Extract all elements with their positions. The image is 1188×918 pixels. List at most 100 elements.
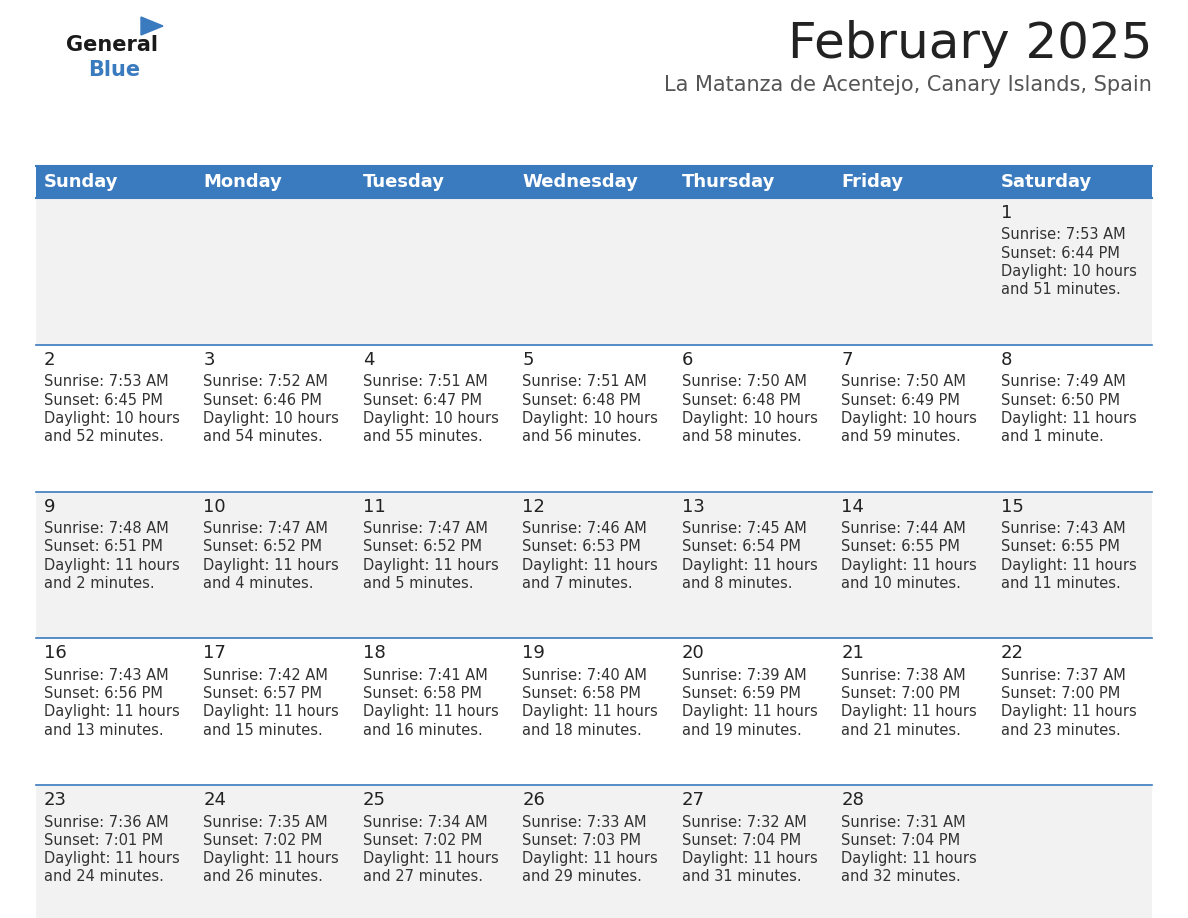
- Text: Sunrise: 7:47 AM: Sunrise: 7:47 AM: [203, 521, 328, 536]
- Text: 16: 16: [44, 644, 67, 663]
- Text: and 16 minutes.: and 16 minutes.: [362, 722, 482, 737]
- Text: Sunrise: 7:35 AM: Sunrise: 7:35 AM: [203, 814, 328, 830]
- Text: 5: 5: [523, 351, 533, 369]
- Text: Sunrise: 7:47 AM: Sunrise: 7:47 AM: [362, 521, 488, 536]
- Text: Sunrise: 7:36 AM: Sunrise: 7:36 AM: [44, 814, 169, 830]
- Text: and 10 minutes.: and 10 minutes.: [841, 576, 961, 591]
- Text: and 27 minutes.: and 27 minutes.: [362, 869, 482, 884]
- Text: Sunrise: 7:53 AM: Sunrise: 7:53 AM: [44, 375, 169, 389]
- Text: 27: 27: [682, 791, 704, 809]
- Text: Daylight: 11 hours: Daylight: 11 hours: [841, 704, 977, 720]
- Text: La Matanza de Acentejo, Canary Islands, Spain: La Matanza de Acentejo, Canary Islands, …: [664, 75, 1152, 95]
- Text: 15: 15: [1000, 498, 1023, 516]
- Text: Sunset: 6:58 PM: Sunset: 6:58 PM: [362, 686, 481, 701]
- Text: Daylight: 11 hours: Daylight: 11 hours: [523, 704, 658, 720]
- Text: Sunrise: 7:43 AM: Sunrise: 7:43 AM: [1000, 521, 1125, 536]
- Text: and 15 minutes.: and 15 minutes.: [203, 722, 323, 737]
- Text: Daylight: 11 hours: Daylight: 11 hours: [1000, 557, 1136, 573]
- Text: Sunset: 6:55 PM: Sunset: 6:55 PM: [841, 539, 960, 554]
- Text: Sunrise: 7:49 AM: Sunrise: 7:49 AM: [1000, 375, 1125, 389]
- Text: Sunrise: 7:45 AM: Sunrise: 7:45 AM: [682, 521, 807, 536]
- Polygon shape: [141, 17, 163, 35]
- Text: Daylight: 11 hours: Daylight: 11 hours: [203, 557, 340, 573]
- Text: Sunset: 6:48 PM: Sunset: 6:48 PM: [682, 393, 801, 408]
- Text: and 7 minutes.: and 7 minutes.: [523, 576, 633, 591]
- Text: Sunset: 6:44 PM: Sunset: 6:44 PM: [1000, 246, 1119, 261]
- Text: 18: 18: [362, 644, 386, 663]
- Text: and 18 minutes.: and 18 minutes.: [523, 722, 642, 737]
- Text: and 52 minutes.: and 52 minutes.: [44, 429, 164, 444]
- Text: and 23 minutes.: and 23 minutes.: [1000, 722, 1120, 737]
- Bar: [833, 166, 992, 198]
- Text: Friday: Friday: [841, 173, 903, 191]
- Text: Sunset: 6:48 PM: Sunset: 6:48 PM: [523, 393, 642, 408]
- Text: Sunrise: 7:31 AM: Sunrise: 7:31 AM: [841, 814, 966, 830]
- Text: 12: 12: [523, 498, 545, 516]
- Text: Monday: Monday: [203, 173, 283, 191]
- Text: Daylight: 10 hours: Daylight: 10 hours: [44, 410, 179, 426]
- Text: Sunset: 7:02 PM: Sunset: 7:02 PM: [362, 833, 482, 848]
- Text: General: General: [67, 35, 158, 55]
- Text: 13: 13: [682, 498, 704, 516]
- Text: and 2 minutes.: and 2 minutes.: [44, 576, 154, 591]
- Bar: [196, 166, 355, 198]
- Text: Sunset: 6:45 PM: Sunset: 6:45 PM: [44, 393, 163, 408]
- Text: Daylight: 11 hours: Daylight: 11 hours: [44, 851, 179, 866]
- Text: 10: 10: [203, 498, 226, 516]
- Text: Sunset: 6:51 PM: Sunset: 6:51 PM: [44, 539, 163, 554]
- Text: 6: 6: [682, 351, 693, 369]
- Text: Sunset: 6:53 PM: Sunset: 6:53 PM: [523, 539, 642, 554]
- Text: and 58 minutes.: and 58 minutes.: [682, 429, 802, 444]
- Text: Sunrise: 7:33 AM: Sunrise: 7:33 AM: [523, 814, 646, 830]
- Text: Sunrise: 7:44 AM: Sunrise: 7:44 AM: [841, 521, 966, 536]
- Text: Daylight: 11 hours: Daylight: 11 hours: [362, 851, 499, 866]
- Text: Daylight: 11 hours: Daylight: 11 hours: [682, 557, 817, 573]
- Text: Sunset: 6:57 PM: Sunset: 6:57 PM: [203, 686, 322, 701]
- Text: Sunrise: 7:42 AM: Sunrise: 7:42 AM: [203, 668, 328, 683]
- Text: Sunset: 6:50 PM: Sunset: 6:50 PM: [1000, 393, 1119, 408]
- Text: Sunset: 6:52 PM: Sunset: 6:52 PM: [362, 539, 482, 554]
- Text: Daylight: 10 hours: Daylight: 10 hours: [523, 410, 658, 426]
- Text: 4: 4: [362, 351, 374, 369]
- Text: 26: 26: [523, 791, 545, 809]
- Bar: [674, 166, 833, 198]
- Text: Daylight: 11 hours: Daylight: 11 hours: [44, 557, 179, 573]
- Text: Sunrise: 7:41 AM: Sunrise: 7:41 AM: [362, 668, 487, 683]
- Text: and 19 minutes.: and 19 minutes.: [682, 722, 802, 737]
- Text: Sunset: 7:04 PM: Sunset: 7:04 PM: [682, 833, 801, 848]
- Text: Sunrise: 7:51 AM: Sunrise: 7:51 AM: [362, 375, 487, 389]
- Text: Daylight: 11 hours: Daylight: 11 hours: [362, 704, 499, 720]
- Text: Sunset: 6:47 PM: Sunset: 6:47 PM: [362, 393, 482, 408]
- Text: and 13 minutes.: and 13 minutes.: [44, 722, 164, 737]
- Text: Tuesday: Tuesday: [362, 173, 444, 191]
- Text: Sunset: 6:52 PM: Sunset: 6:52 PM: [203, 539, 322, 554]
- Text: and 31 minutes.: and 31 minutes.: [682, 869, 802, 884]
- Text: and 4 minutes.: and 4 minutes.: [203, 576, 314, 591]
- Text: and 5 minutes.: and 5 minutes.: [362, 576, 473, 591]
- Text: Daylight: 10 hours: Daylight: 10 hours: [682, 410, 817, 426]
- Text: 14: 14: [841, 498, 864, 516]
- Text: Daylight: 11 hours: Daylight: 11 hours: [682, 704, 817, 720]
- Text: Daylight: 11 hours: Daylight: 11 hours: [841, 557, 977, 573]
- Text: Daylight: 11 hours: Daylight: 11 hours: [1000, 410, 1136, 426]
- Text: and 26 minutes.: and 26 minutes.: [203, 869, 323, 884]
- Text: Sunset: 7:02 PM: Sunset: 7:02 PM: [203, 833, 323, 848]
- Text: 28: 28: [841, 791, 864, 809]
- Text: 8: 8: [1000, 351, 1012, 369]
- Text: Sunset: 6:49 PM: Sunset: 6:49 PM: [841, 393, 960, 408]
- Text: and 56 minutes.: and 56 minutes.: [523, 429, 642, 444]
- Text: 2: 2: [44, 351, 56, 369]
- Text: Sunrise: 7:52 AM: Sunrise: 7:52 AM: [203, 375, 328, 389]
- Text: Daylight: 11 hours: Daylight: 11 hours: [44, 704, 179, 720]
- Text: Daylight: 10 hours: Daylight: 10 hours: [1000, 264, 1137, 279]
- Text: Sunrise: 7:40 AM: Sunrise: 7:40 AM: [523, 668, 647, 683]
- Text: Sunrise: 7:46 AM: Sunrise: 7:46 AM: [523, 521, 647, 536]
- Text: Sunrise: 7:51 AM: Sunrise: 7:51 AM: [523, 375, 647, 389]
- Text: Thursday: Thursday: [682, 173, 775, 191]
- Bar: [36, 785, 1152, 918]
- Text: and 1 minute.: and 1 minute.: [1000, 429, 1104, 444]
- Text: 17: 17: [203, 644, 226, 663]
- Text: Sunrise: 7:34 AM: Sunrise: 7:34 AM: [362, 814, 487, 830]
- Text: Daylight: 11 hours: Daylight: 11 hours: [841, 851, 977, 866]
- Text: and 11 minutes.: and 11 minutes.: [1000, 576, 1120, 591]
